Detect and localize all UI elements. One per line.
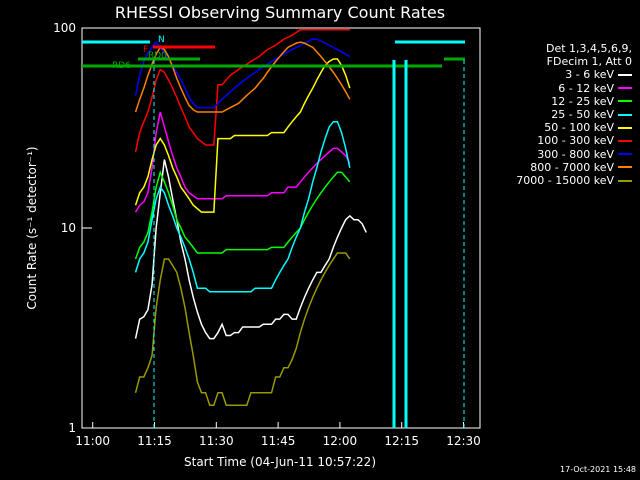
series-line-8 xyxy=(134,41,351,113)
legend-item: 25 - 50 keV xyxy=(462,108,632,121)
legend-swatch xyxy=(618,87,632,90)
y-axis-label: Count Rate (s⁻¹ detector⁻¹) xyxy=(25,146,39,309)
legend-item-label: 6 - 12 keV xyxy=(558,81,614,95)
series-line-9 xyxy=(134,252,351,406)
x-tick-label: 11:15 xyxy=(137,434,172,448)
x-tick-label: 11:00 xyxy=(75,434,110,448)
rd0-label: RD0 xyxy=(148,51,167,61)
x-tick-label: 12:30 xyxy=(446,434,481,448)
y-tick-label: 10 xyxy=(61,221,76,235)
x-tick-label: 11:30 xyxy=(199,434,234,448)
legend-swatch xyxy=(618,153,632,156)
night-label: N xyxy=(158,35,165,45)
legend-item: 3 - 6 keV xyxy=(462,68,632,81)
series-line-3 xyxy=(134,169,351,260)
y-tick-label: 100 xyxy=(53,21,76,35)
legend-item: 50 - 100 keV xyxy=(462,121,632,134)
footer-timestamp: 17-Oct-2021 15:48 xyxy=(560,465,636,474)
legend-swatch xyxy=(618,74,632,76)
legend-item-label: 7000 - 15000 keV xyxy=(516,174,614,188)
legend-swatch xyxy=(618,113,632,116)
legend-header-line-1: Det 1,3,4,5,6,9, xyxy=(545,42,632,55)
legend-item: 12 - 25 keV xyxy=(462,95,632,108)
legend-item-label: 25 - 50 keV xyxy=(551,108,614,122)
legend-swatch xyxy=(618,179,632,182)
legend-header-line-2: FDecim 1, Att 0 xyxy=(546,55,632,69)
series-group xyxy=(134,29,367,406)
series-line-2 xyxy=(134,111,351,213)
legend-item-label: 12 - 25 keV xyxy=(551,94,614,108)
legend-item: 300 - 800 keV xyxy=(462,148,632,161)
x-axis-label: Start Time (04-Jun-11 10:57:22) xyxy=(184,455,376,469)
legend-item: 800 - 7000 keV xyxy=(462,161,632,174)
series-line-5 xyxy=(134,58,351,213)
legend-item-label: 100 - 300 keV xyxy=(537,134,614,148)
legend-item-label: 50 - 100 keV xyxy=(544,121,614,135)
legend-item: 100 - 300 keV xyxy=(462,134,632,147)
series-line-1 xyxy=(134,159,367,340)
legend-swatch xyxy=(618,140,632,143)
flare-label: F xyxy=(143,45,148,55)
rd6-label: RD6 xyxy=(112,61,131,71)
series-line-4 xyxy=(134,120,351,293)
x-tick-label: 12:15 xyxy=(384,434,419,448)
y-tick-label: 1 xyxy=(68,421,76,435)
legend-swatch xyxy=(618,166,632,169)
legend-item-label: 300 - 800 keV xyxy=(537,147,614,161)
legend-item-label: 800 - 7000 keV xyxy=(530,160,614,174)
legend-item: 7000 - 15000 keV xyxy=(462,174,632,187)
x-tick-label: 11:45 xyxy=(261,434,296,448)
x-tick-label: 12:00 xyxy=(323,434,358,448)
legend-swatch xyxy=(618,100,632,103)
legend-swatch xyxy=(618,126,632,129)
axis-ticks: 11:00 11:15 11:30 11:45 12:00 12:15 12:30 1 10 10… xyxy=(53,21,481,448)
legend-item-label: 3 - 6 keV xyxy=(565,68,614,82)
legend-item: 6 - 12 keV xyxy=(462,82,632,95)
legend: Det 1,3,4,5,6,9, FDecim 1, Att 0 3 - 6 k… xyxy=(462,42,632,187)
chart-title: RHESSI Observing Summary Count Rates xyxy=(115,3,445,22)
